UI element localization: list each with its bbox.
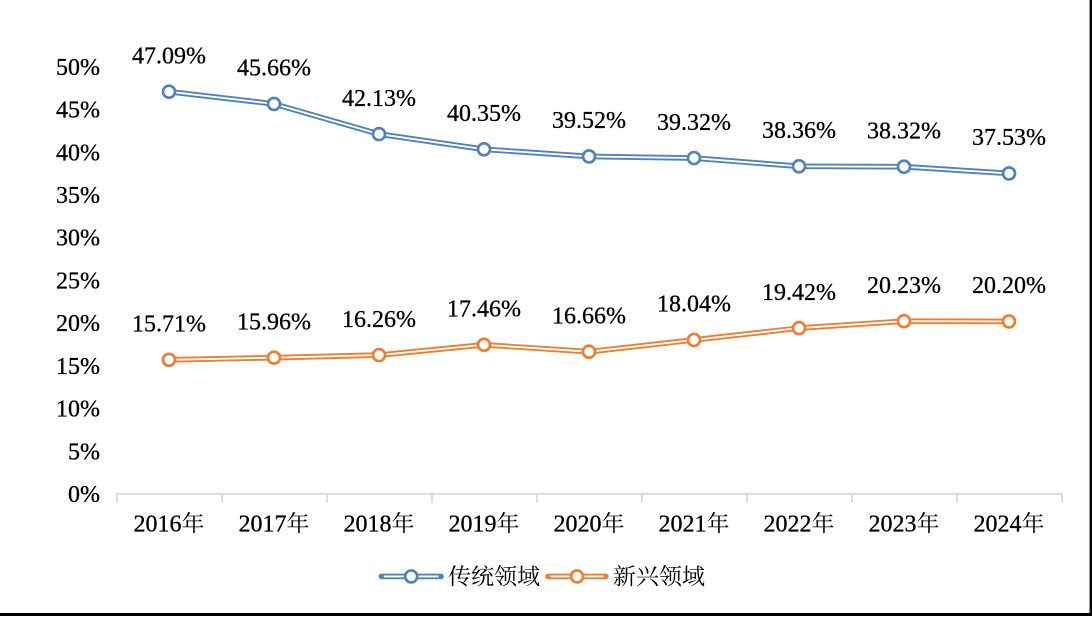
svg-text:45%: 45% [56,98,100,124]
svg-text:45.66%: 45.66% [237,56,311,82]
svg-text:42.13%: 42.13% [342,86,416,112]
svg-text:2021: 2021 [659,512,707,538]
svg-text:16.66%: 16.66% [552,304,626,330]
svg-text:2024: 2024 [974,512,1022,538]
svg-text:15%: 15% [56,354,100,380]
svg-text:40.35%: 40.35% [447,101,521,127]
svg-text:25%: 25% [56,268,100,294]
svg-text:35%: 35% [56,183,100,209]
svg-text:30%: 30% [56,226,100,252]
svg-text:20%: 20% [56,311,100,337]
svg-text:20.23%: 20.23% [867,273,941,299]
svg-text:20.20%: 20.20% [972,273,1046,299]
svg-text:17.46%: 17.46% [447,297,521,323]
svg-text:50%: 50% [56,55,100,81]
svg-text:40%: 40% [56,140,100,166]
svg-text:2022: 2022 [764,512,812,538]
svg-text:2023: 2023 [869,512,917,538]
svg-text:2016: 2016 [134,512,182,538]
svg-text:10%: 10% [56,397,100,423]
svg-text:18.04%: 18.04% [657,292,731,318]
svg-text:2017: 2017 [239,512,287,538]
svg-text:2019: 2019 [449,512,497,538]
svg-text:39.32%: 39.32% [657,110,731,136]
svg-text:0%: 0% [68,482,100,508]
svg-text:15.96%: 15.96% [237,310,311,336]
svg-text:16.26%: 16.26% [342,307,416,333]
svg-text:38.32%: 38.32% [867,119,941,145]
svg-text:5%: 5% [68,439,100,465]
svg-text:15.71%: 15.71% [132,312,206,338]
svg-text:19.42%: 19.42% [762,280,836,306]
svg-text:47.09%: 47.09% [132,44,206,70]
svg-text:39.52%: 39.52% [552,108,626,134]
svg-text:2018: 2018 [344,512,392,538]
svg-text:37.53%: 37.53% [972,125,1046,151]
svg-text:38.36%: 38.36% [762,118,836,144]
svg-text:2020: 2020 [554,512,602,538]
